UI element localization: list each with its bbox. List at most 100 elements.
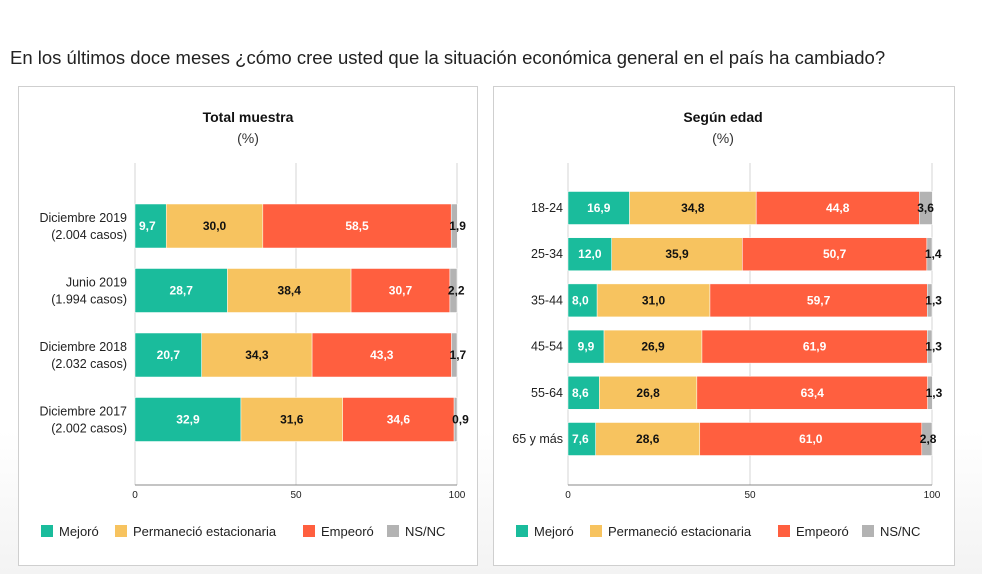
data-label: 61,0 <box>799 432 823 446</box>
category-label: 65 y más <box>512 432 563 446</box>
data-label: 8,6 <box>572 386 589 400</box>
bar-segment <box>699 422 923 456</box>
data-label: 34,6 <box>387 413 411 427</box>
data-label: 1,3 <box>926 386 943 400</box>
bar-segment <box>927 283 933 318</box>
category-sublabel: (2.002 casos) <box>51 422 127 436</box>
data-label: 12,0 <box>578 247 602 261</box>
bar-segment <box>450 203 458 249</box>
category-label: 35-44 <box>531 293 563 307</box>
data-label: 28,7 <box>170 284 194 298</box>
data-label: 1,9 <box>449 219 466 233</box>
question-title: En los últimos doce meses ¿cómo cree ust… <box>10 47 886 68</box>
legend-label: Empeoró <box>321 524 374 539</box>
legend-swatch <box>516 525 528 537</box>
x-tick-label: 0 <box>132 490 138 501</box>
bar-segment <box>453 397 458 442</box>
data-label: 1,3 <box>925 293 942 307</box>
data-label: 9,7 <box>139 219 156 233</box>
bar-segment <box>134 203 167 249</box>
legend-label: Permaneció estacionaria <box>608 524 752 539</box>
chart-title: Según edad <box>683 109 762 125</box>
bar-segment <box>599 376 698 410</box>
data-label: 31,6 <box>280 413 304 427</box>
bar-segment <box>603 329 703 364</box>
data-label: 44,8 <box>826 201 850 215</box>
bar-segment <box>567 422 596 456</box>
category-label: 25-34 <box>531 247 563 261</box>
data-label: 0,9 <box>452 413 469 427</box>
category-label: Junio 2019 <box>66 276 127 290</box>
bar-segment <box>567 329 605 364</box>
data-label: 1,7 <box>450 348 467 362</box>
bar-segment <box>449 268 458 313</box>
data-label: 1,3 <box>925 340 942 354</box>
legend-swatch <box>590 525 602 537</box>
category-label: 18-24 <box>531 201 563 215</box>
bar-segment <box>696 376 928 410</box>
legend-label: Empeoró <box>796 524 849 539</box>
data-label: 2,2 <box>448 284 465 298</box>
chart-subtitle: (%) <box>237 130 259 146</box>
chart-total-muestra: Total muestra (%) 0 50 100 Diciembre 2019 (2.0… <box>39 109 469 539</box>
legend-swatch <box>778 525 790 537</box>
legend-label: Mejoró <box>59 524 99 539</box>
bar-segment <box>227 268 352 313</box>
data-label: 58,5 <box>345 219 369 233</box>
chart-subtitle: (%) <box>712 130 734 146</box>
data-label: 7,6 <box>572 432 589 446</box>
bar-segment <box>567 283 598 318</box>
category-sublabel: (1.994 casos) <box>51 293 127 307</box>
legend-label: Mejoró <box>534 524 574 539</box>
data-label: 59,7 <box>807 293 831 307</box>
legend-swatch <box>387 525 399 537</box>
category-sublabel: (2.032 casos) <box>51 357 127 371</box>
legend-swatch <box>115 525 127 537</box>
bar-segment <box>701 329 928 364</box>
x-tick-label: 100 <box>449 490 466 501</box>
data-label: 8,0 <box>572 293 589 307</box>
bar-segment <box>451 332 458 378</box>
bar-segment <box>567 376 600 410</box>
category-label: 45-54 <box>531 340 563 354</box>
data-label: 34,3 <box>245 348 269 362</box>
data-label: 63,4 <box>801 386 825 400</box>
bar-segment <box>611 237 743 271</box>
bar-segment <box>595 422 701 456</box>
bar-segment <box>350 268 451 313</box>
data-label: 1,4 <box>925 247 942 261</box>
bar-segment <box>755 191 920 225</box>
data-label: 32,9 <box>176 413 200 427</box>
data-label: 31,0 <box>642 293 666 307</box>
bar-segment <box>927 329 933 364</box>
legend-swatch <box>41 525 53 537</box>
bar-segment <box>596 283 711 318</box>
x-tick-label: 0 <box>565 490 571 501</box>
x-tick-label: 50 <box>744 490 756 501</box>
data-label: 35,9 <box>665 247 689 261</box>
data-label: 43,3 <box>370 348 394 362</box>
data-label: 3,6 <box>917 201 934 215</box>
data-label: 34,8 <box>681 201 705 215</box>
chart-title: Total muestra <box>203 109 294 125</box>
category-label: Diciembre 2017 <box>39 405 127 419</box>
bar-segment <box>927 376 933 410</box>
data-label: 9,9 <box>578 340 595 354</box>
legend-label: Permaneció estacionaria <box>133 524 277 539</box>
data-label: 30,7 <box>389 284 413 298</box>
legend-swatch <box>303 525 315 537</box>
data-label: 16,9 <box>587 201 611 215</box>
x-tick-label: 100 <box>924 490 941 501</box>
bar-segment <box>919 191 933 225</box>
category-label: 55-64 <box>531 386 563 400</box>
bar-segment <box>134 332 202 378</box>
data-label: 2,8 <box>920 432 937 446</box>
data-label: 28,6 <box>636 432 660 446</box>
data-label: 50,7 <box>823 247 847 261</box>
data-label: 38,4 <box>278 284 302 298</box>
bar-segment <box>134 268 228 313</box>
bar-segment <box>240 397 343 442</box>
bar-segment <box>201 332 313 378</box>
chart-panel-total-muestra: Total muestra (%) 0 50 100 Diciembre 2019 (2.0… <box>18 86 478 566</box>
data-label: 26,8 <box>636 386 660 400</box>
